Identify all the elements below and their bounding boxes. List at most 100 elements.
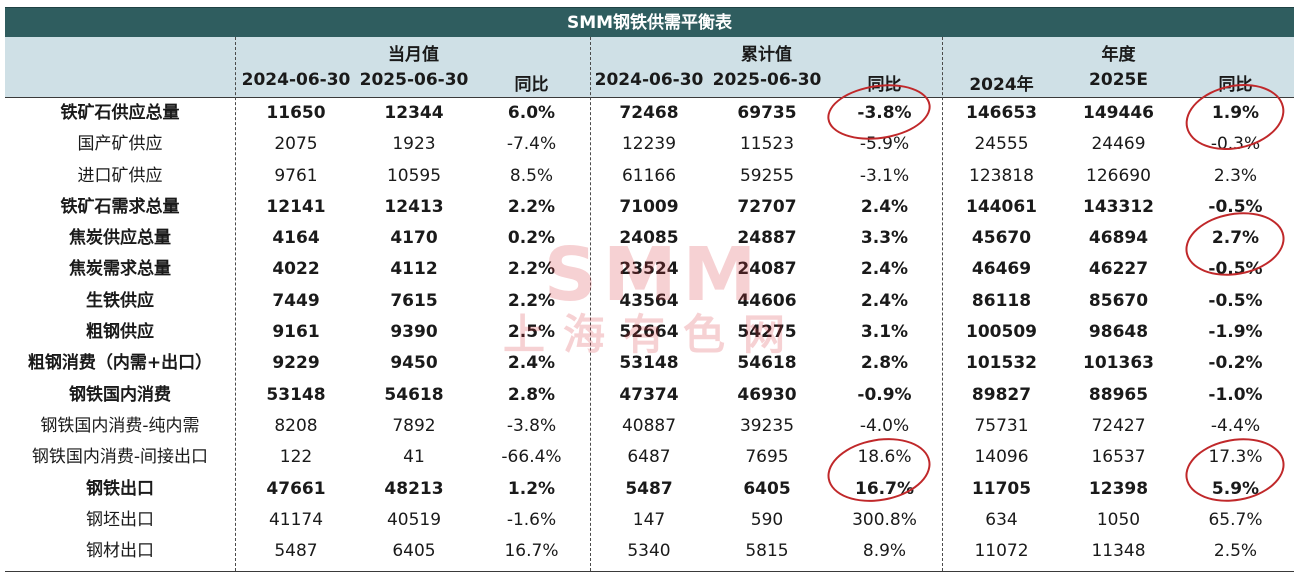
row-label: 焦炭供应总量 (69, 228, 171, 249)
col-header: 2025E (1089, 70, 1148, 90)
table-cell: 2.8% (860, 353, 909, 374)
table-row: 钢坯出口 41174 40519 -1.6% 147 590 300.8% 634 1050 65… (5, 505, 1294, 536)
table-row: 铁矿石供应总量 11650 12344 6.0% 72468 69735 -3.8% 1466… (5, 98, 1294, 129)
table-cell: -3.1% (859, 165, 910, 186)
table-cell: 2.4% (860, 290, 909, 311)
row-label: 钢铁出口 (86, 478, 154, 499)
table-cell: 122 (279, 447, 313, 468)
row-label: 进口矿供应 (77, 165, 163, 186)
table-cell: 11072 (974, 541, 1029, 562)
table-cell: 9390 (390, 322, 438, 343)
column-divider (942, 37, 943, 571)
group-cumulative: 累计值 (741, 45, 792, 65)
table-cell: 53148 (619, 353, 679, 374)
table-cell: 12398 (1088, 478, 1149, 499)
table-cell: 46930 (737, 384, 797, 405)
table-cell: 11650 (266, 103, 326, 123)
table-cell: 85670 (1088, 290, 1149, 311)
table-row: 钢铁国内消费-纯内需 8208 7892 -3.8% 40887 39235 -4.0% 75… (5, 411, 1294, 442)
table-cell: 149446 (1083, 103, 1154, 123)
table-cell: 48213 (384, 478, 444, 499)
table-cell: 44606 (737, 290, 797, 311)
table-cell: 75731 (974, 415, 1029, 436)
table-cell: 61166 (621, 165, 677, 186)
table-cell: 72427 (1091, 415, 1146, 436)
table-cell: -3.8% (857, 103, 912, 123)
table-cell: 72707 (737, 196, 797, 217)
row-label: 焦炭需求总量 (69, 259, 171, 280)
table-cell: 46469 (971, 259, 1032, 280)
table-cell: -0.5% (1208, 259, 1263, 280)
table-cell: 7449 (272, 290, 320, 311)
row-label: 钢铁国内消费 (69, 384, 171, 405)
table-cell: 52664 (619, 322, 679, 343)
col-header: 同比 (867, 75, 902, 95)
table-cell: 2.7% (1211, 228, 1260, 249)
table-cell: 144061 (966, 196, 1037, 217)
table-header: 当月值 累计值 年度 2024-06-30 2025-06-30 同比 2024… (5, 37, 1294, 98)
row-label: 粗钢供应 (86, 322, 154, 343)
table-cell: 16.7% (855, 478, 914, 499)
table-cell: -66.4% (501, 447, 562, 468)
table-cell: -0.2% (1208, 353, 1263, 374)
table-cell: 41 (403, 447, 425, 468)
watermark-cn-text: 上海有色网 (502, 310, 803, 359)
col-header: 同比 (514, 75, 549, 95)
table-cell: 54618 (384, 384, 444, 405)
table-row: 国产矿供应 2075 1923 -7.4% 12239 11523 -5.9% 24555 24… (5, 129, 1294, 160)
table-cell: 88965 (1088, 384, 1149, 405)
table-row: 焦炭供应总量 4164 4170 0.2% 24085 24887 3.3% 45670 468… (5, 223, 1294, 254)
table-cell: 12141 (266, 196, 326, 217)
bottom-border (5, 571, 1294, 572)
table-cell: 6.0% (507, 103, 556, 123)
table-cell: 98648 (1088, 322, 1149, 343)
table-cell: 300.8% (852, 509, 917, 530)
col-header: 同比 (1218, 75, 1253, 95)
balance-table: SMM钢铁供需平衡表 当月值 累计值 年度 2024-06-30 2025-06… (5, 5, 1294, 572)
table-cell: 2.4% (860, 196, 909, 217)
table-cell: 0.2% (507, 228, 556, 249)
table-cell: 2.8% (507, 384, 556, 405)
table-cell: -3.8% (506, 415, 557, 436)
col-header: 2024年 (969, 75, 1034, 95)
col-header: 2025-06-30 (359, 70, 469, 90)
table-cell: 8.9% (862, 541, 907, 562)
table-row: 钢铁国内消费 53148 54618 2.8% 47374 46930 -0.9% 89827… (5, 380, 1294, 411)
row-label: 国产矿供应 (77, 134, 163, 155)
watermark: SMM 上海有色网 (483, 238, 823, 360)
table-cell: 72468 (619, 103, 679, 123)
column-divider (235, 37, 236, 571)
table-row: 钢铁出口 47661 48213 1.2% 5487 6405 16.7% 11705 1239… (5, 474, 1294, 505)
table-cell: 53148 (266, 384, 326, 405)
table-cell: 16537 (1091, 447, 1146, 468)
table-cell: 8208 (274, 415, 318, 436)
table-cell: 59255 (739, 165, 795, 186)
table-cell: 9161 (272, 322, 320, 343)
group-monthly: 当月值 (388, 45, 439, 65)
col-header: 2024-06-30 (241, 70, 351, 90)
table-cell: 39235 (739, 415, 795, 436)
table-row: 钢材出口 5487 6405 16.7% 5340 5815 8.9% 11072 11348 2… (5, 536, 1294, 567)
row-label: 铁矿石供应总量 (60, 103, 180, 123)
table-cell: 2.5% (507, 322, 556, 343)
table-cell: -5.9% (859, 134, 910, 155)
table-cell: -0.5% (1208, 290, 1263, 311)
table-cell: -4.4% (1210, 415, 1261, 436)
table-cell: 5.9% (1211, 478, 1260, 499)
table-row: 焦炭需求总量 4022 4112 2.2% 23524 24087 2.4% 46469 462… (5, 254, 1294, 285)
table-cell: 8.5% (509, 165, 554, 186)
table-cell: 45670 (971, 228, 1032, 249)
table-cell: 46894 (1088, 228, 1149, 249)
table-row: 进口矿供应 9761 10595 8.5% 61166 59255 -3.1% 123818 1… (5, 161, 1294, 192)
table-cell: 54618 (737, 353, 797, 374)
table-cell: 7892 (392, 415, 436, 436)
table-cell: 86118 (971, 290, 1032, 311)
table-cell: 101363 (1083, 353, 1154, 374)
row-label: 钢铁国内消费-纯内需 (40, 415, 200, 436)
table-cell: -0.5% (1208, 196, 1263, 217)
group-annual: 年度 (1101, 45, 1136, 65)
table-cell: 3.3% (860, 228, 909, 249)
table-cell: 9229 (272, 353, 320, 374)
table-cell: 65.7% (1208, 509, 1263, 530)
table-cell: 6405 (392, 541, 436, 562)
